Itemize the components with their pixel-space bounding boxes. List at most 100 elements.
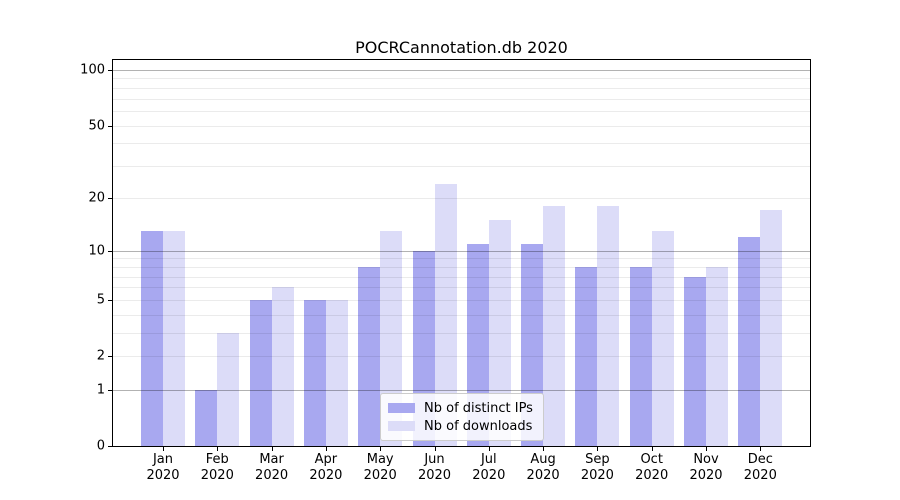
- bar-downloads-nov: [706, 266, 728, 446]
- gridline-minor-9: [113, 258, 810, 260]
- x-tick-year: 2020: [417, 468, 452, 483]
- x-tick-label-jun: Jun 2020: [418, 452, 451, 484]
- gridline-minor-20: [113, 197, 810, 199]
- bar-downloads-sep: [597, 206, 620, 446]
- y-tick-label-0: 0: [96, 438, 105, 454]
- x-tick-label-feb: Feb 2020: [201, 452, 234, 484]
- x-tick-month: Jul: [480, 452, 497, 467]
- gridline-minor-60: [113, 111, 810, 113]
- bar-distinct-ips-sep: [575, 266, 598, 446]
- gridline-major-10: [113, 250, 810, 252]
- x-tick-label-aug: Aug 2020: [527, 452, 560, 484]
- x-tick-month: Dec: [747, 452, 773, 467]
- bar-downloads-may: [380, 230, 403, 446]
- y-tick-label-10: 10: [88, 243, 105, 259]
- x-tick-mark-jan: [163, 447, 164, 451]
- x-tick-year: 2020: [255, 468, 289, 483]
- x-tick-year: 2020: [363, 468, 397, 483]
- y-tick-mark-5: [108, 299, 112, 301]
- x-tick-year: 2020: [200, 468, 234, 483]
- y-tick-mark-10: [108, 250, 112, 252]
- gridline-minor-90: [113, 78, 810, 80]
- gridline-minor-2: [113, 356, 810, 358]
- x-tick-label-nov: Nov 2020: [689, 452, 722, 484]
- x-tick-year: 2020: [743, 468, 777, 483]
- bar-downloads-apr: [325, 299, 348, 446]
- x-tick-mark-mar: [271, 447, 273, 451]
- x-tick-mark-jun: [434, 447, 436, 451]
- bar-distinct-ips-feb: [195, 389, 218, 446]
- y-tick-mark-20: [108, 197, 112, 199]
- legend: Nb of distinct IPs Nb of downloads: [380, 393, 544, 441]
- x-tick-label-apr: Apr 2020: [309, 452, 342, 484]
- bar-downloads-dec: [760, 210, 783, 446]
- bar-distinct-ips-dec: [738, 236, 761, 446]
- x-tick-mark-may: [380, 447, 382, 451]
- gridline-minor-3: [113, 333, 810, 335]
- x-tick-mark-sep: [597, 447, 599, 451]
- x-tick-mark-jul: [488, 447, 490, 451]
- gridline-minor-50: [113, 125, 810, 127]
- y-tick-mark-50: [108, 125, 112, 127]
- x-tick-label-dec: Dec 2020: [744, 452, 777, 484]
- x-tick-mark-apr: [325, 447, 327, 451]
- x-tick-month: Feb: [205, 452, 229, 467]
- x-tick-mark-feb: [217, 447, 219, 451]
- y-tick-label-100: 100: [80, 62, 105, 78]
- x-tick-label-sep: Sep 2020: [581, 452, 614, 484]
- x-tick-label-may: May 2020: [364, 452, 397, 484]
- gridline-minor-80: [113, 87, 810, 89]
- gridline-minor-6: [113, 287, 810, 289]
- bar-downloads-aug: [543, 206, 566, 446]
- y-tick-label-5: 5: [96, 292, 105, 308]
- x-tick-mark-dec: [760, 447, 762, 451]
- x-tick-year: 2020: [146, 468, 180, 483]
- bar-distinct-ips-oct: [629, 266, 652, 446]
- plot-area: [112, 59, 811, 447]
- x-tick-year: 2020: [309, 468, 343, 483]
- x-tick-month: Oct: [640, 452, 663, 467]
- gridline-minor-30: [113, 166, 810, 168]
- bar-downloads-jul: [488, 220, 511, 446]
- gridline-major-1: [113, 389, 810, 391]
- x-tick-year: 2020: [689, 468, 723, 483]
- y-tick-mark-1: [108, 389, 112, 391]
- legend-row-distinct-ips: Nb of distinct IPs: [388, 399, 536, 417]
- legend-row-downloads: Nb of downloads: [388, 417, 536, 435]
- y-tick-label-2: 2: [96, 348, 105, 364]
- gridline-minor-8: [113, 266, 810, 268]
- gridline-minor-70: [113, 98, 810, 100]
- x-tick-month: Apr: [314, 452, 338, 467]
- x-tick-mark-oct: [651, 447, 653, 451]
- x-tick-month: Sep: [585, 452, 610, 467]
- bar-downloads-jan: [163, 230, 185, 446]
- gridline-minor-7: [113, 276, 810, 278]
- bar-distinct-ips-mar: [249, 299, 272, 446]
- x-tick-year: 2020: [472, 468, 506, 483]
- bar-distinct-ips-nov: [684, 276, 706, 446]
- legend-label-distinct-ips: Nb of distinct IPs: [424, 400, 533, 416]
- bar-downloads-mar: [271, 287, 294, 446]
- legend-swatch-downloads: [388, 421, 415, 431]
- bar-distinct-ips-may: [358, 266, 381, 446]
- x-tick-year: 2020: [635, 468, 669, 483]
- chart-title: POCRCannotation.db 2020: [355, 38, 568, 57]
- x-tick-mark-aug: [543, 447, 545, 451]
- y-tick-label-50: 50: [88, 118, 105, 134]
- gridline-minor-40: [113, 143, 810, 145]
- y-tick-mark-2: [108, 356, 112, 358]
- x-tick-month: May: [366, 452, 394, 467]
- y-tick-mark-100: [108, 69, 112, 71]
- x-tick-month: Nov: [693, 452, 719, 467]
- x-tick-month: Jan: [152, 452, 174, 467]
- y-tick-label-20: 20: [88, 190, 105, 206]
- x-tick-label-oct: Oct 2020: [635, 452, 668, 484]
- x-tick-month: Jun: [424, 452, 445, 467]
- x-tick-year: 2020: [580, 468, 614, 483]
- bar-downloads-jun: [434, 183, 457, 446]
- legend-label-downloads: Nb of downloads: [424, 418, 533, 434]
- x-tick-year: 2020: [526, 468, 560, 483]
- x-tick-month: Mar: [259, 452, 284, 467]
- x-tick-label-mar: Mar 2020: [255, 452, 288, 484]
- bar-downloads-oct: [651, 230, 674, 446]
